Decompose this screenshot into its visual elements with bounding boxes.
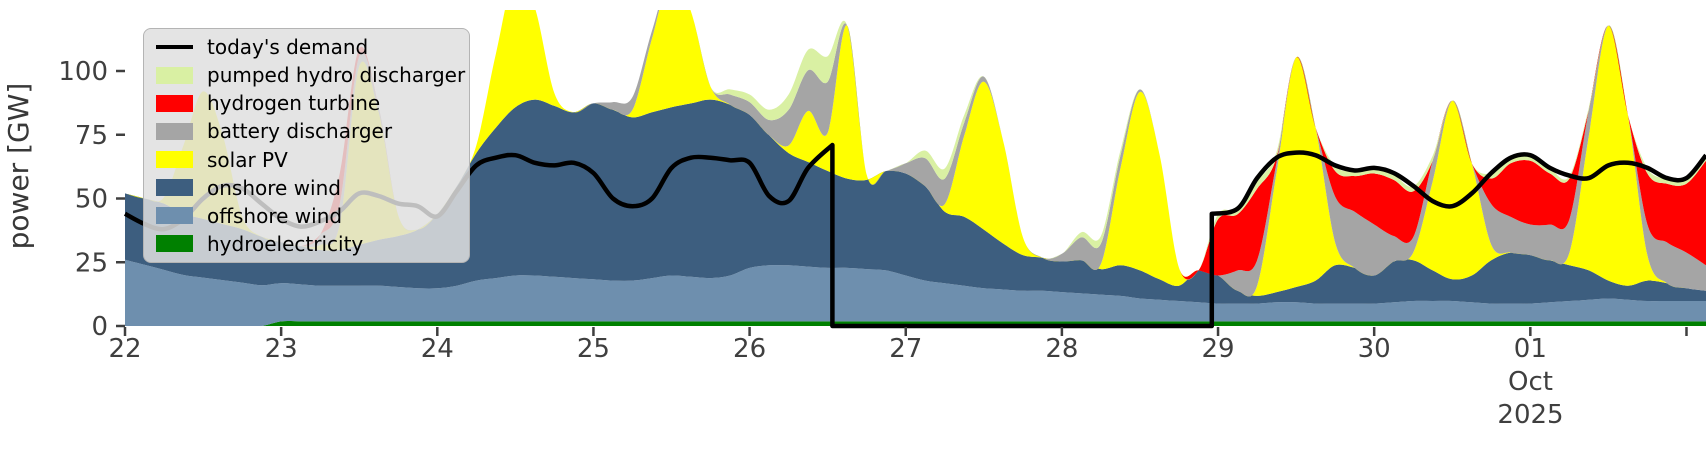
legend-swatch-offshore-wind [156, 207, 193, 225]
legend: today's demand pumped hydro discharger hyd… [143, 28, 470, 263]
legend-swatch-todays-demand [156, 44, 193, 50]
y-tick-label: 100 [58, 57, 108, 87]
stacked-areas [125, 10, 1706, 326]
legend-item-solar-pv: solar PV [156, 147, 469, 172]
x-axis-month-label: Oct [1508, 367, 1553, 397]
x-tick-label: 25 [577, 334, 610, 364]
legend-label-battery-discharger: battery discharger [207, 119, 393, 144]
legend-item-todays-demand: today's demand [156, 35, 469, 60]
legend-swatch-solar-pv [156, 151, 193, 169]
x-tick-label: 27 [889, 334, 922, 364]
legend-label-hydrogen-turbine: hydrogen turbine [207, 91, 381, 116]
x-tick-label: 23 [265, 334, 298, 364]
x-tick-label: 01 [1514, 334, 1547, 364]
x-tick-label: 29 [1201, 334, 1234, 364]
legend-swatch-battery-discharger [156, 122, 193, 140]
y-tick-label: 25 [75, 248, 108, 278]
y-tick-label: 75 [75, 121, 108, 151]
x-tick-label: 22 [108, 334, 141, 364]
legend-item-pumped-hydro-discharger: pumped hydro discharger [156, 63, 469, 88]
axis-ticks: 22 23 24 25 26 27 28 29 30 01 0 25 50 75 100 [58, 57, 1688, 364]
x-tick-label: 26 [733, 334, 766, 364]
x-tick-label: 30 [1358, 334, 1391, 364]
legend-item-hydroelectricity: hydroelectricity [156, 231, 469, 256]
legend-item-onshore-wind: onshore wind [156, 175, 469, 200]
legend-label-pumped-hydro-discharger: pumped hydro discharger [207, 63, 466, 88]
legend-label-offshore-wind: offshore wind [207, 203, 343, 228]
area-onshore-wind [125, 99, 1706, 304]
x-axis-year-label: 2025 [1497, 400, 1563, 430]
legend-swatch-hydrogen-turbine [156, 94, 193, 112]
area-solar-pv [125, 10, 1706, 297]
legend-swatch-onshore-wind [156, 179, 193, 197]
legend-label-hydroelectricity: hydroelectricity [207, 231, 364, 256]
legend-label-todays-demand: today's demand [207, 35, 369, 60]
legend-swatch-pumped-hydro-discharger [156, 66, 193, 84]
y-tick-label: 0 [91, 312, 108, 342]
area-offshore-wind [125, 259, 1706, 326]
x-tick-label: 28 [1045, 334, 1078, 364]
legend-item-hydrogen-turbine: hydrogen turbine [156, 91, 469, 116]
area-hydroelectricity [125, 321, 1706, 326]
y-tick-label: 50 [75, 185, 108, 215]
y-axis-label: power [GW] [2, 83, 35, 250]
legend-swatch-hydroelectricity [156, 235, 193, 253]
x-tick-label: 24 [421, 334, 454, 364]
legend-label-solar-pv: solar PV [207, 147, 288, 172]
legend-item-offshore-wind: offshore wind [156, 203, 469, 228]
legend-label-onshore-wind: onshore wind [207, 175, 341, 200]
legend-item-battery-discharger: battery discharger [156, 119, 469, 144]
